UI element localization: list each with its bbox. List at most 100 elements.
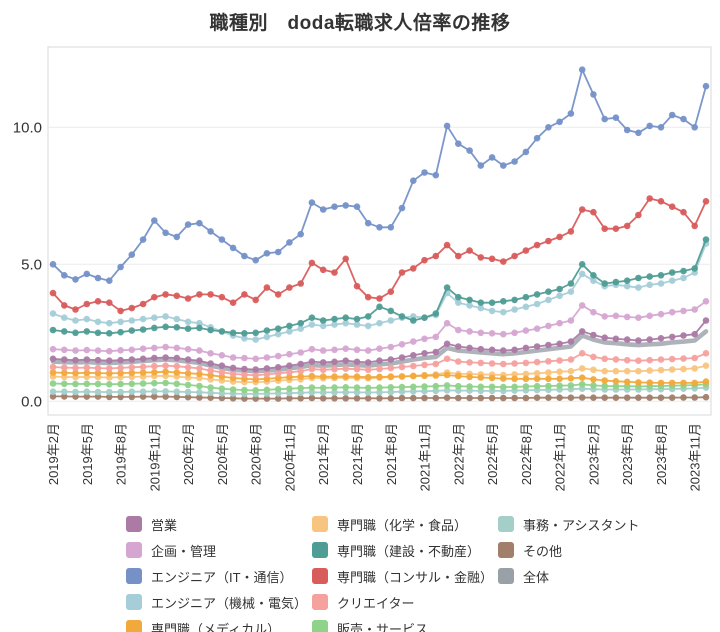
- data-point-office-assistant: [184, 388, 192, 396]
- data-point-other: [668, 394, 676, 402]
- data-point-engineer-mech: [331, 321, 338, 328]
- data-point-construction: [162, 323, 169, 331]
- data-point-engineer-it: [151, 217, 158, 224]
- data-point-planning: [511, 329, 518, 337]
- data-point-planning: [117, 347, 124, 354]
- data-point-planning: [522, 327, 530, 334]
- data-point-other: [410, 394, 417, 402]
- data-point-sales-service: [196, 382, 203, 390]
- legend-label-engineer-it: エンジニア（IT・通信）: [151, 569, 293, 585]
- data-point-engineer-mech: [151, 314, 158, 322]
- data-point-other: [128, 393, 136, 401]
- data-point-planning: [173, 344, 181, 352]
- data-point-consulting: [139, 300, 147, 308]
- data-point-creator: [590, 353, 597, 361]
- data-point-engineer-it: [319, 206, 327, 213]
- data-point-sales-service: [207, 384, 214, 391]
- data-point-other: [522, 394, 530, 402]
- data-point-construction: [151, 324, 158, 332]
- data-point-construction: [567, 280, 575, 287]
- legend-label-other: その他: [523, 543, 563, 559]
- data-point-engineer-it: [252, 256, 259, 264]
- data-point-engineer-it: [477, 162, 485, 169]
- data-point-other: [623, 394, 631, 402]
- legend-column-1: 営業 企画・管理 エンジニア（IT・通信） エンジニア（機械・電気） 専門職（メディカル…: [126, 511, 312, 632]
- data-point-other: [680, 394, 687, 401]
- data-point-construction: [106, 330, 113, 337]
- data-point-creator: [353, 365, 361, 373]
- data-point-sales: [252, 366, 259, 373]
- data-point-engineer-it: [207, 228, 214, 235]
- data-point-construction: [466, 296, 473, 304]
- data-point-office-assistant: [443, 387, 451, 394]
- data-point-sales-service: [319, 384, 327, 392]
- data-point-chemical-food: [567, 367, 575, 375]
- data-point-consulting: [432, 252, 440, 260]
- data-point-planning: [612, 312, 620, 320]
- data-point-sales: [522, 344, 530, 352]
- data-point-sales: [207, 360, 214, 367]
- legend-swatch-construction: [312, 542, 328, 558]
- data-point-engineer-mech: [387, 317, 395, 324]
- data-point-medical: [274, 374, 282, 382]
- data-point-creator: [556, 357, 563, 364]
- series-markers-construction: [49, 236, 710, 337]
- data-point-sales-service: [567, 382, 575, 389]
- data-point-construction: [173, 324, 181, 331]
- data-point-chemical-food: [522, 370, 530, 378]
- data-point-construction: [398, 313, 406, 320]
- data-point-sales: [274, 364, 282, 371]
- data-point-medical: [590, 376, 597, 383]
- data-point-construction: [196, 324, 203, 332]
- data-point-consulting: [308, 259, 316, 267]
- data-point-engineer-it: [623, 126, 631, 134]
- data-point-creator: [680, 355, 687, 362]
- data-point-creator: [162, 362, 169, 370]
- data-point-consulting: [657, 198, 665, 205]
- data-point-planning: [432, 333, 440, 341]
- legend-item-chemical-food: 専門職（化学・食品）: [312, 511, 498, 537]
- data-point-other: [556, 394, 563, 402]
- data-point-medical: [331, 373, 338, 380]
- data-point-consulting: [567, 228, 575, 235]
- data-point-sales: [590, 331, 597, 339]
- data-point-engineer-it: [117, 263, 124, 271]
- data-point-planning: [646, 312, 653, 320]
- data-point-medical: [139, 369, 147, 376]
- x-tick-label: 2019年8月: [114, 423, 129, 485]
- data-point-construction: [184, 325, 192, 333]
- data-point-construction: [72, 329, 79, 337]
- data-point-office-assistant: [319, 389, 327, 396]
- x-tick-label: 2021年11月: [418, 423, 433, 491]
- x-tick-label: 2019年11月: [147, 423, 162, 491]
- data-point-planning: [421, 335, 428, 343]
- data-point-medical: [488, 374, 496, 382]
- data-point-construction: [657, 272, 665, 279]
- data-point-engineer-mech: [522, 303, 530, 311]
- data-point-sales-service: [83, 380, 91, 388]
- data-point-planning: [668, 308, 676, 316]
- data-point-sales: [353, 358, 361, 366]
- data-point-creator: [533, 358, 541, 366]
- data-point-office-assistant: [353, 389, 361, 396]
- data-point-consulting: [106, 299, 113, 307]
- data-point-sales: [286, 362, 293, 370]
- data-point-other: [274, 395, 282, 402]
- data-point-engineer-mech: [556, 292, 563, 300]
- data-point-office-assistant: [342, 389, 350, 396]
- data-point-sales: [657, 335, 665, 342]
- data-point-engineer-mech: [94, 318, 102, 326]
- data-point-creator: [364, 366, 372, 374]
- data-point-engineer-mech: [578, 270, 586, 278]
- series-line-engineer-it: [52, 68, 707, 282]
- data-point-construction: [229, 329, 237, 337]
- data-point-consulting: [117, 307, 124, 315]
- data-point-sales-service: [398, 383, 406, 391]
- legend-item-medical: 専門職（メディカル）: [126, 615, 312, 632]
- chart-title: 職種別 doda転職求人倍率の推移: [209, 13, 511, 34]
- data-point-creator: [500, 360, 507, 368]
- data-point-creator: [387, 364, 395, 372]
- data-point-creator: [342, 365, 350, 373]
- data-point-engineer-it: [173, 233, 181, 241]
